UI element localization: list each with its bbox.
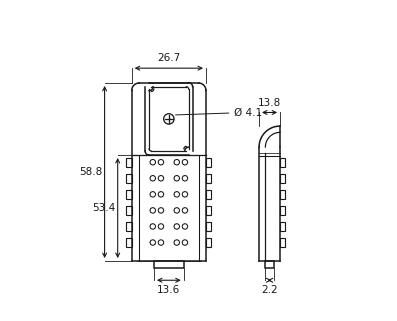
Text: 13.8: 13.8 (258, 98, 281, 108)
Bar (206, 206, 211, 215)
Bar (280, 158, 285, 167)
Text: 26.7: 26.7 (157, 53, 181, 63)
Bar (206, 238, 211, 247)
Bar (206, 158, 211, 167)
Bar (154, 261, 184, 268)
Bar (280, 222, 285, 231)
Text: 13.6: 13.6 (157, 285, 181, 295)
Bar (126, 238, 132, 247)
Bar (206, 174, 211, 183)
Text: Ø 4.1: Ø 4.1 (175, 107, 262, 117)
Bar (206, 190, 211, 199)
Bar (265, 261, 274, 268)
Bar (126, 158, 132, 167)
Bar (280, 238, 285, 247)
Text: 53.4: 53.4 (92, 203, 115, 213)
Bar (126, 206, 132, 215)
Bar (126, 174, 132, 183)
Bar (280, 190, 285, 199)
Text: 2.2: 2.2 (261, 285, 278, 295)
Bar (126, 190, 132, 199)
Bar (280, 206, 285, 215)
Bar (280, 174, 285, 183)
Bar (206, 222, 211, 231)
Text: 58.8: 58.8 (79, 167, 102, 177)
Bar (126, 222, 132, 231)
